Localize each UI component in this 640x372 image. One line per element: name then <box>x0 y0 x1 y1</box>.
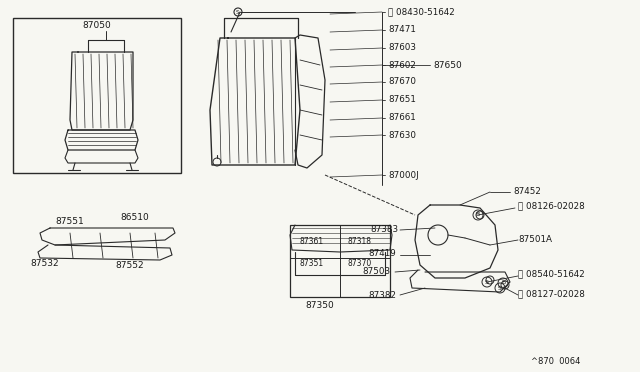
Text: Ⓢ 08540-51642: Ⓢ 08540-51642 <box>518 269 585 279</box>
Bar <box>13 18 181 173</box>
Text: 87382: 87382 <box>368 292 396 301</box>
Text: 87650: 87650 <box>433 61 461 70</box>
Text: 87050: 87050 <box>82 22 111 31</box>
Text: 87318: 87318 <box>348 237 372 247</box>
Text: Ⓑ 08126-02028: Ⓑ 08126-02028 <box>518 202 585 211</box>
Text: 87501A: 87501A <box>518 234 552 244</box>
Text: 87503: 87503 <box>362 267 390 276</box>
Text: 87471: 87471 <box>388 26 416 35</box>
Bar <box>290 225 390 297</box>
Text: B: B <box>501 280 505 285</box>
Text: 87383: 87383 <box>370 225 398 234</box>
Text: 87351: 87351 <box>300 260 324 269</box>
Text: 87603: 87603 <box>388 44 416 52</box>
Text: 87552: 87552 <box>115 260 143 269</box>
Text: 87419: 87419 <box>368 248 396 257</box>
Text: 87602: 87602 <box>388 61 416 70</box>
Text: 87361: 87361 <box>300 237 324 247</box>
Text: 86510: 86510 <box>120 214 148 222</box>
Text: 87350: 87350 <box>306 301 334 310</box>
Text: 87370: 87370 <box>348 260 372 269</box>
Text: S: S <box>498 285 502 291</box>
Text: 87630: 87630 <box>388 131 416 140</box>
Text: B: B <box>476 212 480 218</box>
Text: 87452: 87452 <box>513 187 541 196</box>
Text: S: S <box>236 10 239 15</box>
Text: 87551: 87551 <box>55 218 84 227</box>
Text: S: S <box>485 279 489 285</box>
Text: 87651: 87651 <box>388 96 416 105</box>
Text: 87670: 87670 <box>388 77 416 87</box>
Text: Ⓢ 08430-51642: Ⓢ 08430-51642 <box>388 7 455 16</box>
Text: ^870  0064: ^870 0064 <box>531 357 580 366</box>
Text: 87532: 87532 <box>30 260 59 269</box>
Text: 87000J: 87000J <box>388 170 419 180</box>
Text: 87661: 87661 <box>388 113 416 122</box>
Text: Ⓑ 08127-02028: Ⓑ 08127-02028 <box>518 289 585 298</box>
